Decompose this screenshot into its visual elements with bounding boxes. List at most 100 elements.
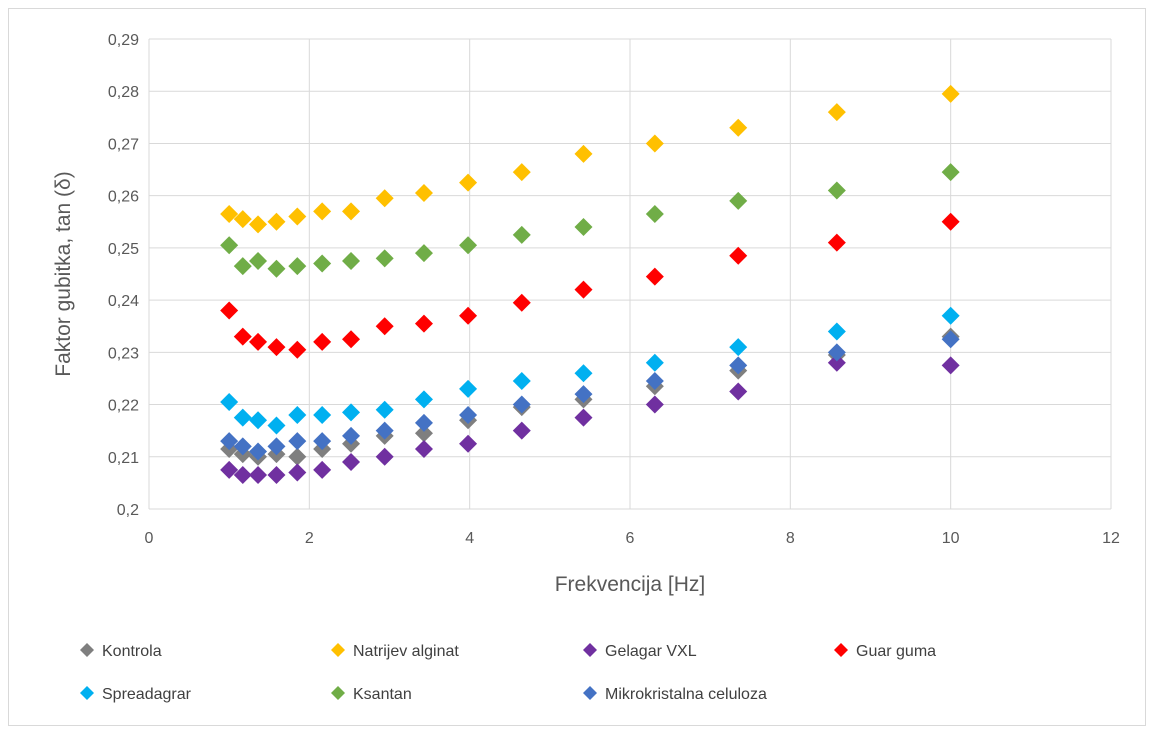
data-point	[459, 236, 478, 255]
data-point	[249, 251, 268, 270]
series-mikrokristalna-celuloza	[220, 330, 960, 461]
data-point	[288, 463, 307, 482]
data-point	[220, 204, 239, 223]
data-point	[375, 189, 394, 208]
legend-marker	[80, 686, 94, 700]
data-point	[233, 210, 252, 229]
data-point	[288, 406, 307, 424]
series-kontrola	[220, 327, 960, 466]
data-point	[414, 314, 433, 333]
series-guar-guma	[220, 212, 960, 359]
x-tick-label: 10	[942, 530, 960, 547]
data-point	[414, 413, 433, 432]
data-point	[249, 442, 268, 461]
data-point	[459, 379, 478, 398]
data-point	[645, 204, 664, 223]
data-point	[941, 356, 960, 375]
data-point	[574, 280, 593, 299]
y-tick-label: 0,24	[108, 293, 139, 310]
data-point	[827, 181, 846, 200]
data-point	[288, 257, 307, 276]
legend-marker	[80, 643, 94, 657]
data-point	[414, 184, 433, 203]
series-ksantan	[220, 163, 960, 278]
data-point	[220, 392, 239, 411]
data-point	[220, 301, 239, 320]
data-point	[729, 191, 748, 210]
data-point	[267, 338, 286, 357]
data-point	[574, 144, 593, 163]
data-point	[459, 434, 478, 453]
legend-label: Guar guma	[856, 643, 936, 660]
y-tick-label: 0,26	[108, 189, 139, 206]
data-point	[645, 353, 664, 372]
data-point	[414, 424, 433, 443]
data-point	[288, 207, 307, 226]
y-tick-label: 0,25	[108, 241, 139, 258]
data-point	[220, 432, 239, 451]
data-point	[288, 432, 307, 451]
data-point	[645, 134, 664, 153]
y-tick-label: 0,22	[108, 398, 139, 415]
data-point	[414, 390, 433, 409]
data-point	[375, 249, 394, 268]
data-point	[267, 259, 286, 278]
data-point	[249, 332, 268, 351]
legend-marker	[583, 643, 597, 657]
data-point	[375, 421, 394, 440]
legend-item: Ksantan	[331, 686, 412, 703]
legend-item: Natrijev alginat	[331, 643, 459, 660]
legend-item: Guar guma	[834, 643, 936, 660]
legend-label: Kontrola	[102, 643, 162, 660]
legend-item: Mikrokristalna celuloza	[583, 686, 767, 703]
data-point	[313, 332, 332, 351]
data-point	[941, 330, 960, 349]
legend-label: Mikrokristalna celuloza	[605, 686, 767, 703]
data-point	[512, 395, 531, 414]
data-point	[313, 406, 332, 424]
data-point	[267, 437, 286, 456]
data-point	[941, 84, 960, 103]
data-point	[267, 466, 286, 485]
data-point	[512, 372, 531, 391]
legend-marker	[331, 686, 345, 700]
y-tick-label: 0,29	[108, 32, 139, 49]
x-tick-label: 6	[626, 530, 635, 547]
legend-marker	[331, 643, 345, 657]
data-point	[512, 225, 531, 244]
data-point	[512, 421, 531, 440]
y-axis-title: Faktor gubitka, tan (δ)	[52, 171, 75, 376]
data-point	[375, 317, 394, 336]
data-point	[512, 163, 531, 182]
data-point	[249, 215, 268, 234]
data-point	[313, 432, 332, 451]
data-point	[267, 416, 286, 435]
legend-label: Ksantan	[353, 686, 412, 703]
y-tick-label: 0,27	[108, 136, 139, 153]
data-point	[342, 426, 361, 445]
data-point	[574, 408, 593, 427]
series-gelagar-vxl	[220, 353, 960, 485]
data-point	[574, 364, 593, 383]
data-point	[574, 218, 593, 236]
data-point	[941, 306, 960, 325]
data-point	[342, 403, 361, 422]
x-tick-label: 0	[145, 530, 154, 547]
data-point	[941, 212, 960, 231]
legend-item: Kontrola	[80, 643, 162, 660]
x-tick-label: 2	[305, 530, 314, 547]
data-point	[233, 466, 252, 485]
data-point	[313, 254, 332, 273]
data-point	[288, 447, 307, 466]
gridlines	[148, 38, 1112, 510]
data-point	[267, 212, 286, 231]
data-point	[729, 118, 748, 137]
data-point	[414, 244, 433, 263]
data-point	[827, 343, 846, 362]
y-tick-label: 0,21	[108, 450, 139, 467]
data-point	[220, 236, 239, 255]
data-point	[827, 322, 846, 341]
data-point	[342, 202, 361, 221]
data-point	[645, 372, 664, 391]
